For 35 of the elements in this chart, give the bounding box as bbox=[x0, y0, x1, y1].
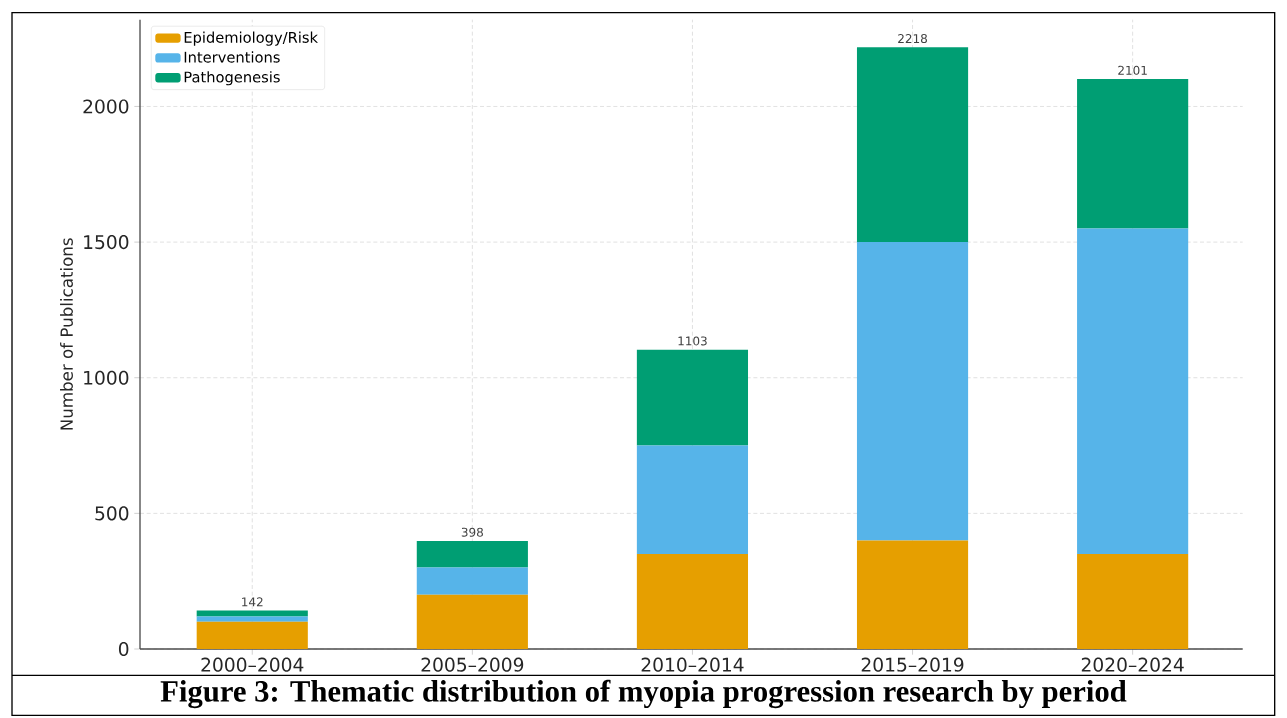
y-axis-title: Number of Publications bbox=[60, 238, 73, 430]
legend-label: Pathogenesis bbox=[184, 71, 280, 86]
x-tick-label: 2010–2014 bbox=[641, 657, 744, 672]
bar bbox=[416, 567, 528, 595]
bar bbox=[636, 349, 749, 446]
caption: Figure 3: Thematic distribution of myopia progression research by period bbox=[160, 679, 1127, 709]
bar bbox=[856, 540, 969, 649]
bar bbox=[636, 445, 749, 555]
bar bbox=[416, 541, 528, 568]
bar bbox=[856, 242, 969, 541]
total-label: 1103 bbox=[678, 336, 707, 346]
legend-label: Epidemiology/Risk bbox=[184, 31, 318, 46]
legend-label: Interventions bbox=[184, 51, 280, 63]
bar bbox=[856, 47, 969, 243]
total-label: 398 bbox=[461, 527, 483, 537]
y-tick-label: 2000 bbox=[83, 99, 129, 114]
bar bbox=[1077, 554, 1189, 649]
total-label: 2101 bbox=[1118, 65, 1147, 75]
bar bbox=[196, 621, 308, 649]
x-tick-label: 2015–2019 bbox=[861, 657, 964, 672]
y-tick-label: 0 bbox=[118, 641, 129, 657]
bar bbox=[196, 610, 308, 617]
y-tick-label: 1500 bbox=[84, 235, 129, 250]
y-tick-label: 500 bbox=[95, 506, 129, 521]
total-label: 2218 bbox=[898, 33, 927, 44]
x-tick-label: 2005–2009 bbox=[421, 657, 524, 672]
x-tick-label: 2020–2024 bbox=[1081, 657, 1184, 672]
bar bbox=[196, 616, 308, 622]
total-label: 142 bbox=[242, 597, 263, 607]
bar bbox=[636, 554, 749, 649]
bar bbox=[416, 594, 528, 649]
bar bbox=[1077, 228, 1189, 555]
bar bbox=[1077, 79, 1189, 229]
y-tick-label: 1000 bbox=[84, 370, 129, 385]
x-tick-label: 2000–2004 bbox=[201, 657, 304, 672]
